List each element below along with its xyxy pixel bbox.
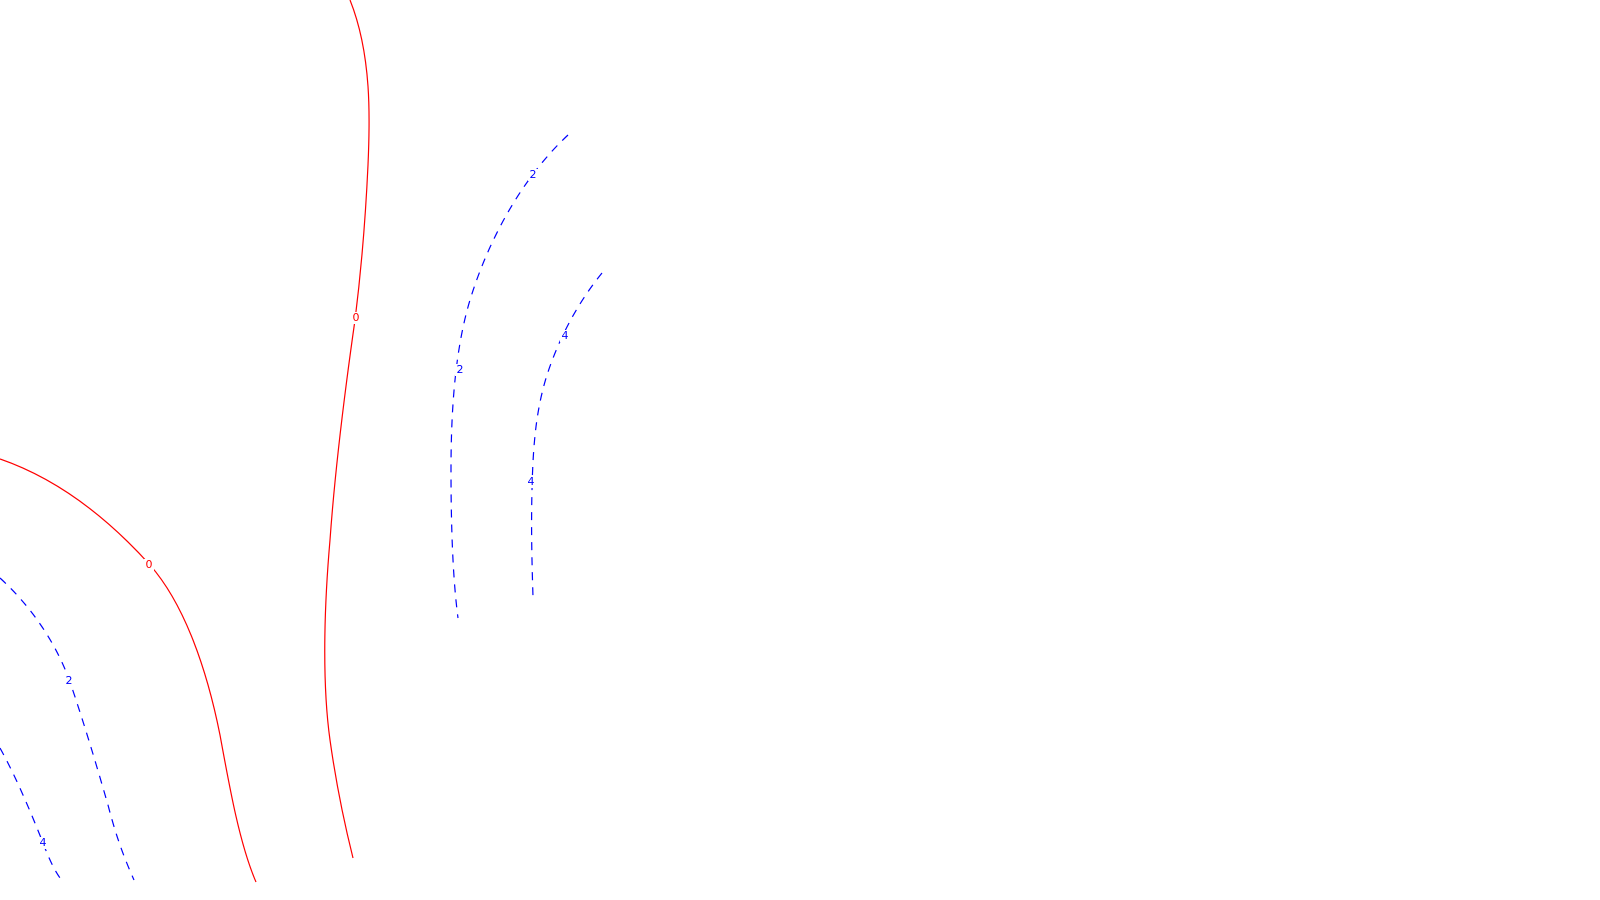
contour-label-center-four: 4 [562,329,569,342]
contour-label-center-four: 4 [528,475,535,488]
contour-label-lower-left-zero: 0 [146,558,153,571]
contour-line-lower-left-four [0,747,61,879]
contour-label-lower-left-two: 2 [66,674,73,687]
contour-lines-group [0,0,603,883]
contour-label-gap [560,330,570,342]
contour-label-gap [455,364,465,376]
contour-label-lower-left-four: 4 [40,836,47,849]
contour-label-center-two: 2 [530,168,537,181]
contour-label-upper-zero: 0 [353,311,360,324]
contour-label-gap [528,169,538,181]
contour-label-gap [351,312,361,324]
contour-line-lower-left-zero [0,458,257,883]
contour-line-center-four [530,272,603,598]
contour-line-lower-left-two [0,577,135,881]
contour-line-center-two [450,134,569,619]
contour-label-gap [144,559,154,571]
contour-label-gap [38,837,48,849]
contour-line-upper-zero [324,0,370,859]
contour-label-gap [526,476,536,488]
contour-label-center-two: 2 [457,363,464,376]
contour-labels-group: 0 0 2 2 4 4 2 4 [38,168,570,849]
contour-label-gap [64,675,74,687]
